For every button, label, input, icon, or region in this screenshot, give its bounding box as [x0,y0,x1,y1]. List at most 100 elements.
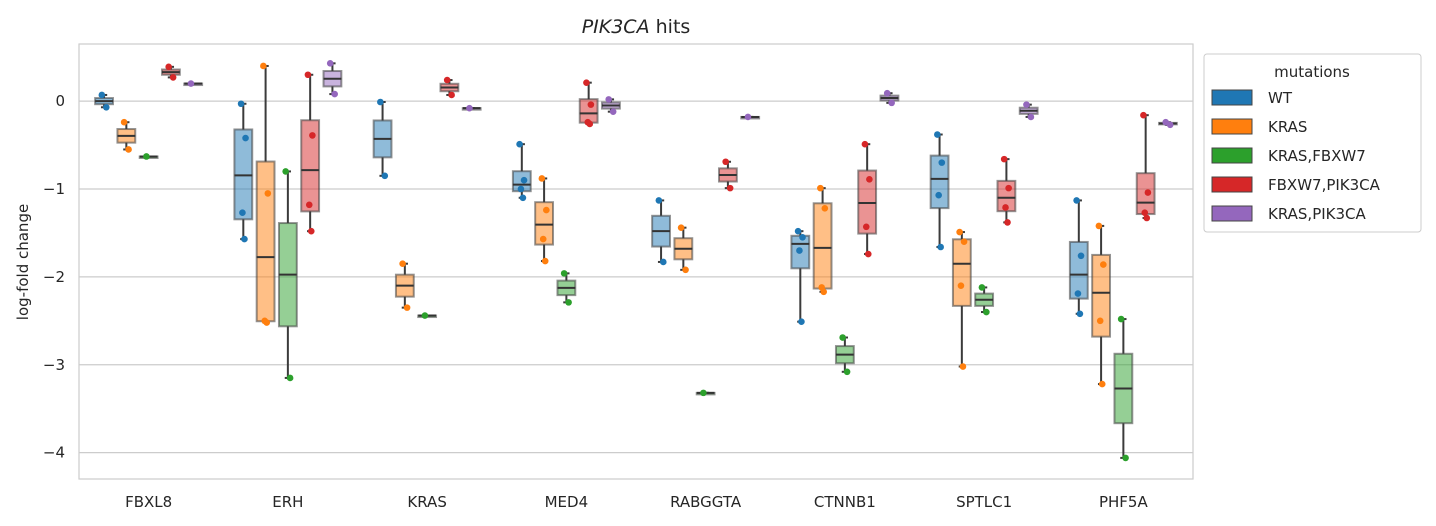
data-point [1074,290,1082,297]
data-point [443,76,451,84]
box-group [812,187,833,293]
box [255,160,276,323]
legend-swatch [1211,89,1253,106]
data-point [1077,252,1085,260]
data-point [864,250,872,258]
data-point [839,334,846,341]
data-point [959,363,967,370]
data-point [937,243,944,251]
data-point [304,71,312,79]
data-point [516,140,523,148]
data-point [934,131,941,138]
y-tick-label: −2 [43,268,65,286]
data-point [978,284,986,291]
data-point [286,374,294,382]
data-point [187,80,195,87]
data-point [1144,189,1152,196]
box-group [1113,318,1134,459]
chart-title-rest: hits [650,16,691,38]
data-point [1143,214,1151,222]
data-point [538,175,546,182]
box-group [651,199,671,263]
data-point [264,190,272,197]
data-point [796,247,803,254]
data-point [935,191,942,199]
legend: mutations WT KRAS KRAS,FBXW7 FBXW7,PIK3CA KR… [1203,53,1422,233]
legend-label: KRAS,FBXW7 [1268,147,1366,165]
legend-label: FBXW7,PIK3CA [1268,176,1381,194]
box-group [834,336,855,373]
box-group [717,160,738,190]
data-point [700,389,707,397]
data-point [1098,380,1106,388]
data-point [862,223,870,231]
y-tick-label: −1 [43,180,65,198]
data-point [307,227,315,235]
data-point [1004,219,1011,226]
data-point [102,103,110,111]
data-point [260,62,267,70]
data-point [539,235,547,243]
box-group [929,133,950,248]
data-point [726,184,734,192]
legend-frame [1203,53,1422,233]
box-group [951,231,972,368]
points-layer [98,60,1174,462]
box-group [1091,224,1112,386]
data-point [237,100,245,108]
data-point [165,63,172,71]
chart-title-italic: PIK3CA [582,16,650,38]
legend-label: KRAS [1268,118,1307,136]
x-axis-ticks: FBXL8 ERH KRAS MED4 RABGGTA CTNNB1 SPTLC1 PHF5A [125,493,1148,511]
box-group [974,286,995,314]
data-point [143,153,150,160]
data-point [120,118,128,126]
box-group [1135,114,1156,219]
data-point [799,234,806,241]
box-group [322,62,343,96]
box [300,119,321,213]
data-point [1100,261,1107,268]
box-group [857,143,878,256]
data-point [798,318,805,325]
data-point [305,201,313,209]
data-point [541,257,549,265]
box-group [556,272,577,304]
data-point [1005,184,1012,192]
data-point [609,108,617,115]
legend-label: WT [1268,89,1293,107]
data-point [403,304,411,311]
box-group [394,262,415,309]
data-point [957,282,965,289]
data-point [659,258,667,266]
data-point [263,319,271,326]
data-point [98,91,106,99]
y-axis-label: log-fold change [14,204,32,320]
y-tick-label: 0 [55,92,65,110]
legend-swatch [1211,205,1253,222]
legend-swatch [1211,147,1253,164]
box-group [300,73,321,233]
data-point [820,288,828,296]
data-point [466,104,473,112]
box [951,238,972,307]
legend-label: KRAS,PIK3CA [1268,205,1367,223]
x-tick-label: PHF5A [1099,493,1148,511]
data-point [169,74,177,81]
data-point [883,89,891,97]
data-point [682,266,689,274]
box-group [534,177,555,263]
data-point [722,158,729,166]
box-group [372,101,393,177]
data-point [794,227,802,235]
data-point [1096,317,1104,325]
box [1068,240,1089,300]
x-tick-label: MED4 [545,493,589,511]
data-point [866,176,873,183]
data-point [1140,111,1147,119]
data-point [1166,121,1174,129]
data-point [938,159,946,166]
y-tick-label: −4 [43,444,65,462]
plot-area [78,43,1194,480]
